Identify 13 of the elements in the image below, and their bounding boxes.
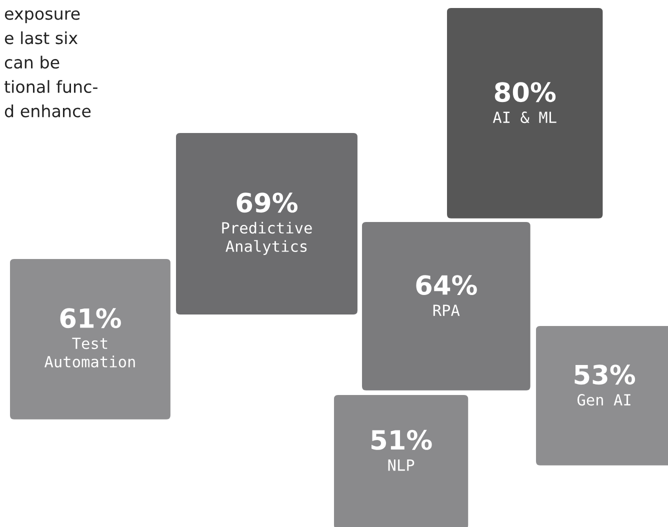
data-label: 69% xyxy=(236,192,298,213)
category-label: Test Automation xyxy=(44,338,135,368)
category-label: Gen AI xyxy=(577,394,630,406)
category-label: NLP xyxy=(388,460,414,471)
category-label: AI & ML xyxy=(492,112,556,124)
category-label: RPA xyxy=(433,304,460,316)
data-label: 53% xyxy=(574,364,636,385)
category-label: Predictive Analytics xyxy=(222,222,312,255)
data-label: 80% xyxy=(494,82,556,102)
data-label: 51% xyxy=(372,430,432,450)
data-label: 64% xyxy=(416,275,477,296)
text: exposure e last six can be tional func- d enhance xyxy=(4,10,98,118)
data-label: 61% xyxy=(60,308,121,328)
